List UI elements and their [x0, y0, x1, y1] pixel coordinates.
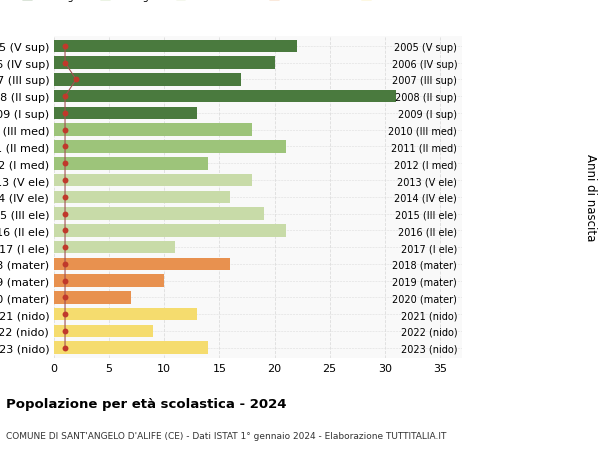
Point [71, 77, 81, 84]
Point [60, 328, 70, 335]
Bar [54, 241, 175, 254]
Point [60, 127, 70, 134]
Point [60, 194, 70, 201]
Bar [54, 157, 208, 170]
Point [60, 43, 70, 50]
Bar [54, 341, 208, 354]
Point [60, 160, 70, 168]
Point [60, 227, 70, 235]
Point [60, 344, 70, 352]
Bar [54, 308, 197, 321]
Point [60, 311, 70, 318]
Bar [54, 124, 253, 137]
Point [60, 261, 70, 268]
Bar [54, 208, 263, 220]
Bar [54, 174, 253, 187]
Bar [54, 74, 241, 86]
Point [60, 294, 70, 302]
Bar [54, 224, 286, 237]
Bar [54, 291, 131, 304]
Bar [54, 275, 164, 287]
Text: COMUNE DI SANT'ANGELO D'ALIFE (CE) - Dati ISTAT 1° gennaio 2024 - Elaborazione T: COMUNE DI SANT'ANGELO D'ALIFE (CE) - Dat… [6, 431, 446, 441]
Point [60, 144, 70, 151]
Point [60, 60, 70, 67]
Bar [54, 141, 286, 153]
Point [60, 110, 70, 118]
Bar [54, 40, 296, 53]
Point [60, 277, 70, 285]
Bar [54, 91, 396, 103]
Point [60, 93, 70, 101]
Bar [54, 57, 275, 70]
Point [60, 210, 70, 218]
Text: Popolazione per età scolastica - 2024: Popolazione per età scolastica - 2024 [6, 397, 287, 410]
Point [60, 244, 70, 251]
Text: Anni di nascita: Anni di nascita [584, 154, 597, 241]
Bar [54, 258, 230, 271]
Point [60, 177, 70, 185]
Bar [54, 191, 230, 204]
Bar [54, 325, 153, 337]
Bar [54, 107, 197, 120]
Legend: Sec. II grado, Sec. I grado, Scuola Primaria, Scuola Infanzia, Asilo Nido, Stran: Sec. II grado, Sec. I grado, Scuola Prim… [22, 0, 481, 2]
